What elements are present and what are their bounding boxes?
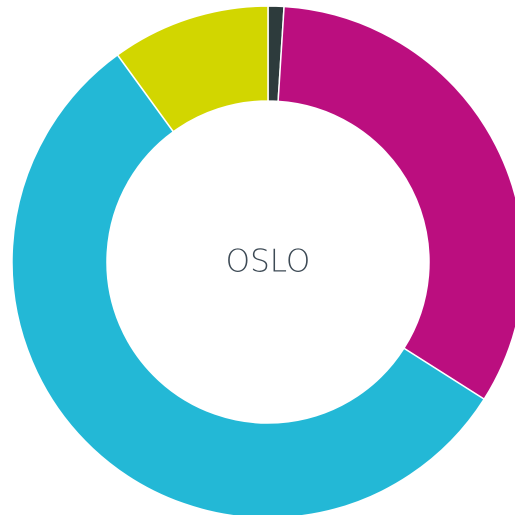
donut-slice <box>11 53 486 515</box>
donut <box>11 5 515 515</box>
center-label: OSLO <box>226 244 311 280</box>
donut-slice <box>116 5 269 133</box>
donut-slice <box>277 5 515 401</box>
